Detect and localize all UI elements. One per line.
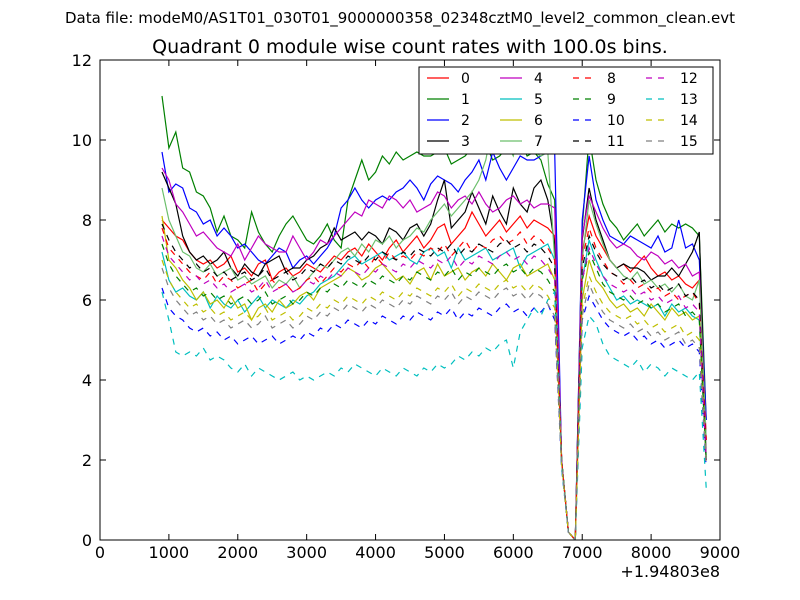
chart-title: Quadrant 0 module wise count rates with …: [152, 36, 668, 58]
legend-label-8: 8: [607, 71, 616, 87]
series-line-1: [161, 95, 707, 540]
x-tick-label: 6000: [493, 543, 534, 562]
y-tick-label: 8: [82, 211, 92, 230]
y-tick-label: 0: [82, 531, 92, 550]
x-tick-label: 9000: [700, 543, 741, 562]
legend-label-13: 13: [680, 92, 698, 108]
x-tick-label: 8000: [631, 543, 672, 562]
legend-label-2: 2: [461, 113, 470, 129]
y-tick-label: 12: [72, 51, 92, 70]
x-offset-label: +1.94803e8: [620, 562, 720, 581]
legend-label-9: 9: [607, 92, 616, 108]
x-tick-label: 0: [95, 543, 105, 562]
x-tick-label: 7000: [562, 543, 603, 562]
x-tick-label: 4000: [355, 543, 396, 562]
series-line-10: [161, 287, 707, 540]
series-line-12: [161, 235, 707, 540]
series-line-13: [161, 290, 707, 540]
y-tick-label: 2: [82, 451, 92, 470]
legend-label-5: 5: [534, 92, 543, 108]
figure-suptitle: Data file: modeM0/AS1T01_030T01_90000003…: [64, 9, 736, 27]
x-tick-label: 3000: [286, 543, 327, 562]
series-line-3: [161, 171, 707, 540]
legend-label-11: 11: [607, 134, 625, 150]
series-line-4: [161, 167, 707, 540]
series-line-6: [161, 215, 707, 540]
series-line-15: [161, 267, 707, 540]
series-line-9: [161, 243, 707, 540]
legend-label-0: 0: [461, 71, 470, 87]
legend-label-7: 7: [534, 134, 543, 150]
series-line-7: [161, 121, 707, 540]
legend-label-3: 3: [461, 134, 470, 150]
legend-label-15: 15: [680, 134, 698, 150]
y-tick-label: 10: [72, 131, 92, 150]
series-line-2: [161, 150, 707, 540]
series-line-5: [161, 239, 707, 540]
legend-label-12: 12: [680, 71, 698, 87]
series-line-14: [161, 259, 707, 540]
legend-label-10: 10: [607, 113, 625, 129]
axis-ticks: 0 1000 2000 3000 4000 5000 6000 7000 8000 9000 0 2 4…: [72, 51, 741, 562]
x-tick-label: 2000: [217, 543, 258, 562]
legend-label-1: 1: [461, 92, 470, 108]
legend-label-6: 6: [534, 113, 543, 129]
series-line-0: [161, 210, 707, 540]
legend-box: [418, 66, 714, 155]
y-tick-label: 4: [82, 371, 92, 390]
series-line-11: [161, 223, 707, 540]
legend-label-4: 4: [534, 71, 543, 87]
x-tick-label: 5000: [424, 543, 465, 562]
series-line-8: [161, 225, 707, 540]
series-lines: [161, 95, 707, 540]
x-tick-label: 1000: [149, 543, 190, 562]
legend-label-14: 14: [680, 113, 698, 129]
y-tick-label: 6: [82, 291, 92, 310]
